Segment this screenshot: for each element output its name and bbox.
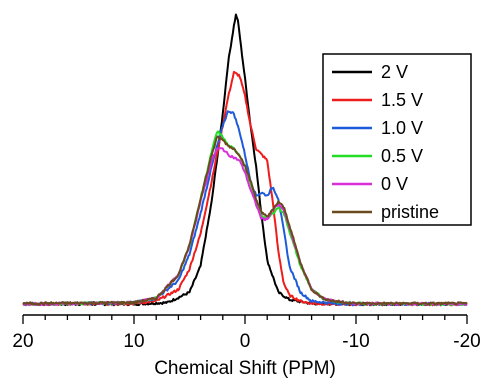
legend-label: 2 V xyxy=(381,62,408,82)
x-tick-label: 0 xyxy=(240,331,251,352)
series-curves xyxy=(22,13,468,307)
legend-label: 1.0 V xyxy=(381,118,423,138)
x-axis-ticks: 20 10 0 -10 -20 xyxy=(12,315,481,352)
legend-label: pristine xyxy=(381,202,439,222)
x-tick-label: -20 xyxy=(453,331,480,352)
x-tick-label: 10 xyxy=(123,331,144,352)
x-tick-label: 20 xyxy=(12,331,33,352)
legend-label: 1.5 V xyxy=(381,90,423,110)
x-tick-label: -10 xyxy=(342,331,369,352)
legend: 2 V 1.5 V 1.0 V 0.5 V 0 V pristine xyxy=(322,53,472,226)
legend-box xyxy=(322,53,472,226)
x-axis-label: Chemical Shift (PPM) xyxy=(154,358,336,379)
series-line xyxy=(22,135,468,306)
legend-label: 0.5 V xyxy=(381,146,423,166)
legend-label: 0 V xyxy=(381,174,408,194)
